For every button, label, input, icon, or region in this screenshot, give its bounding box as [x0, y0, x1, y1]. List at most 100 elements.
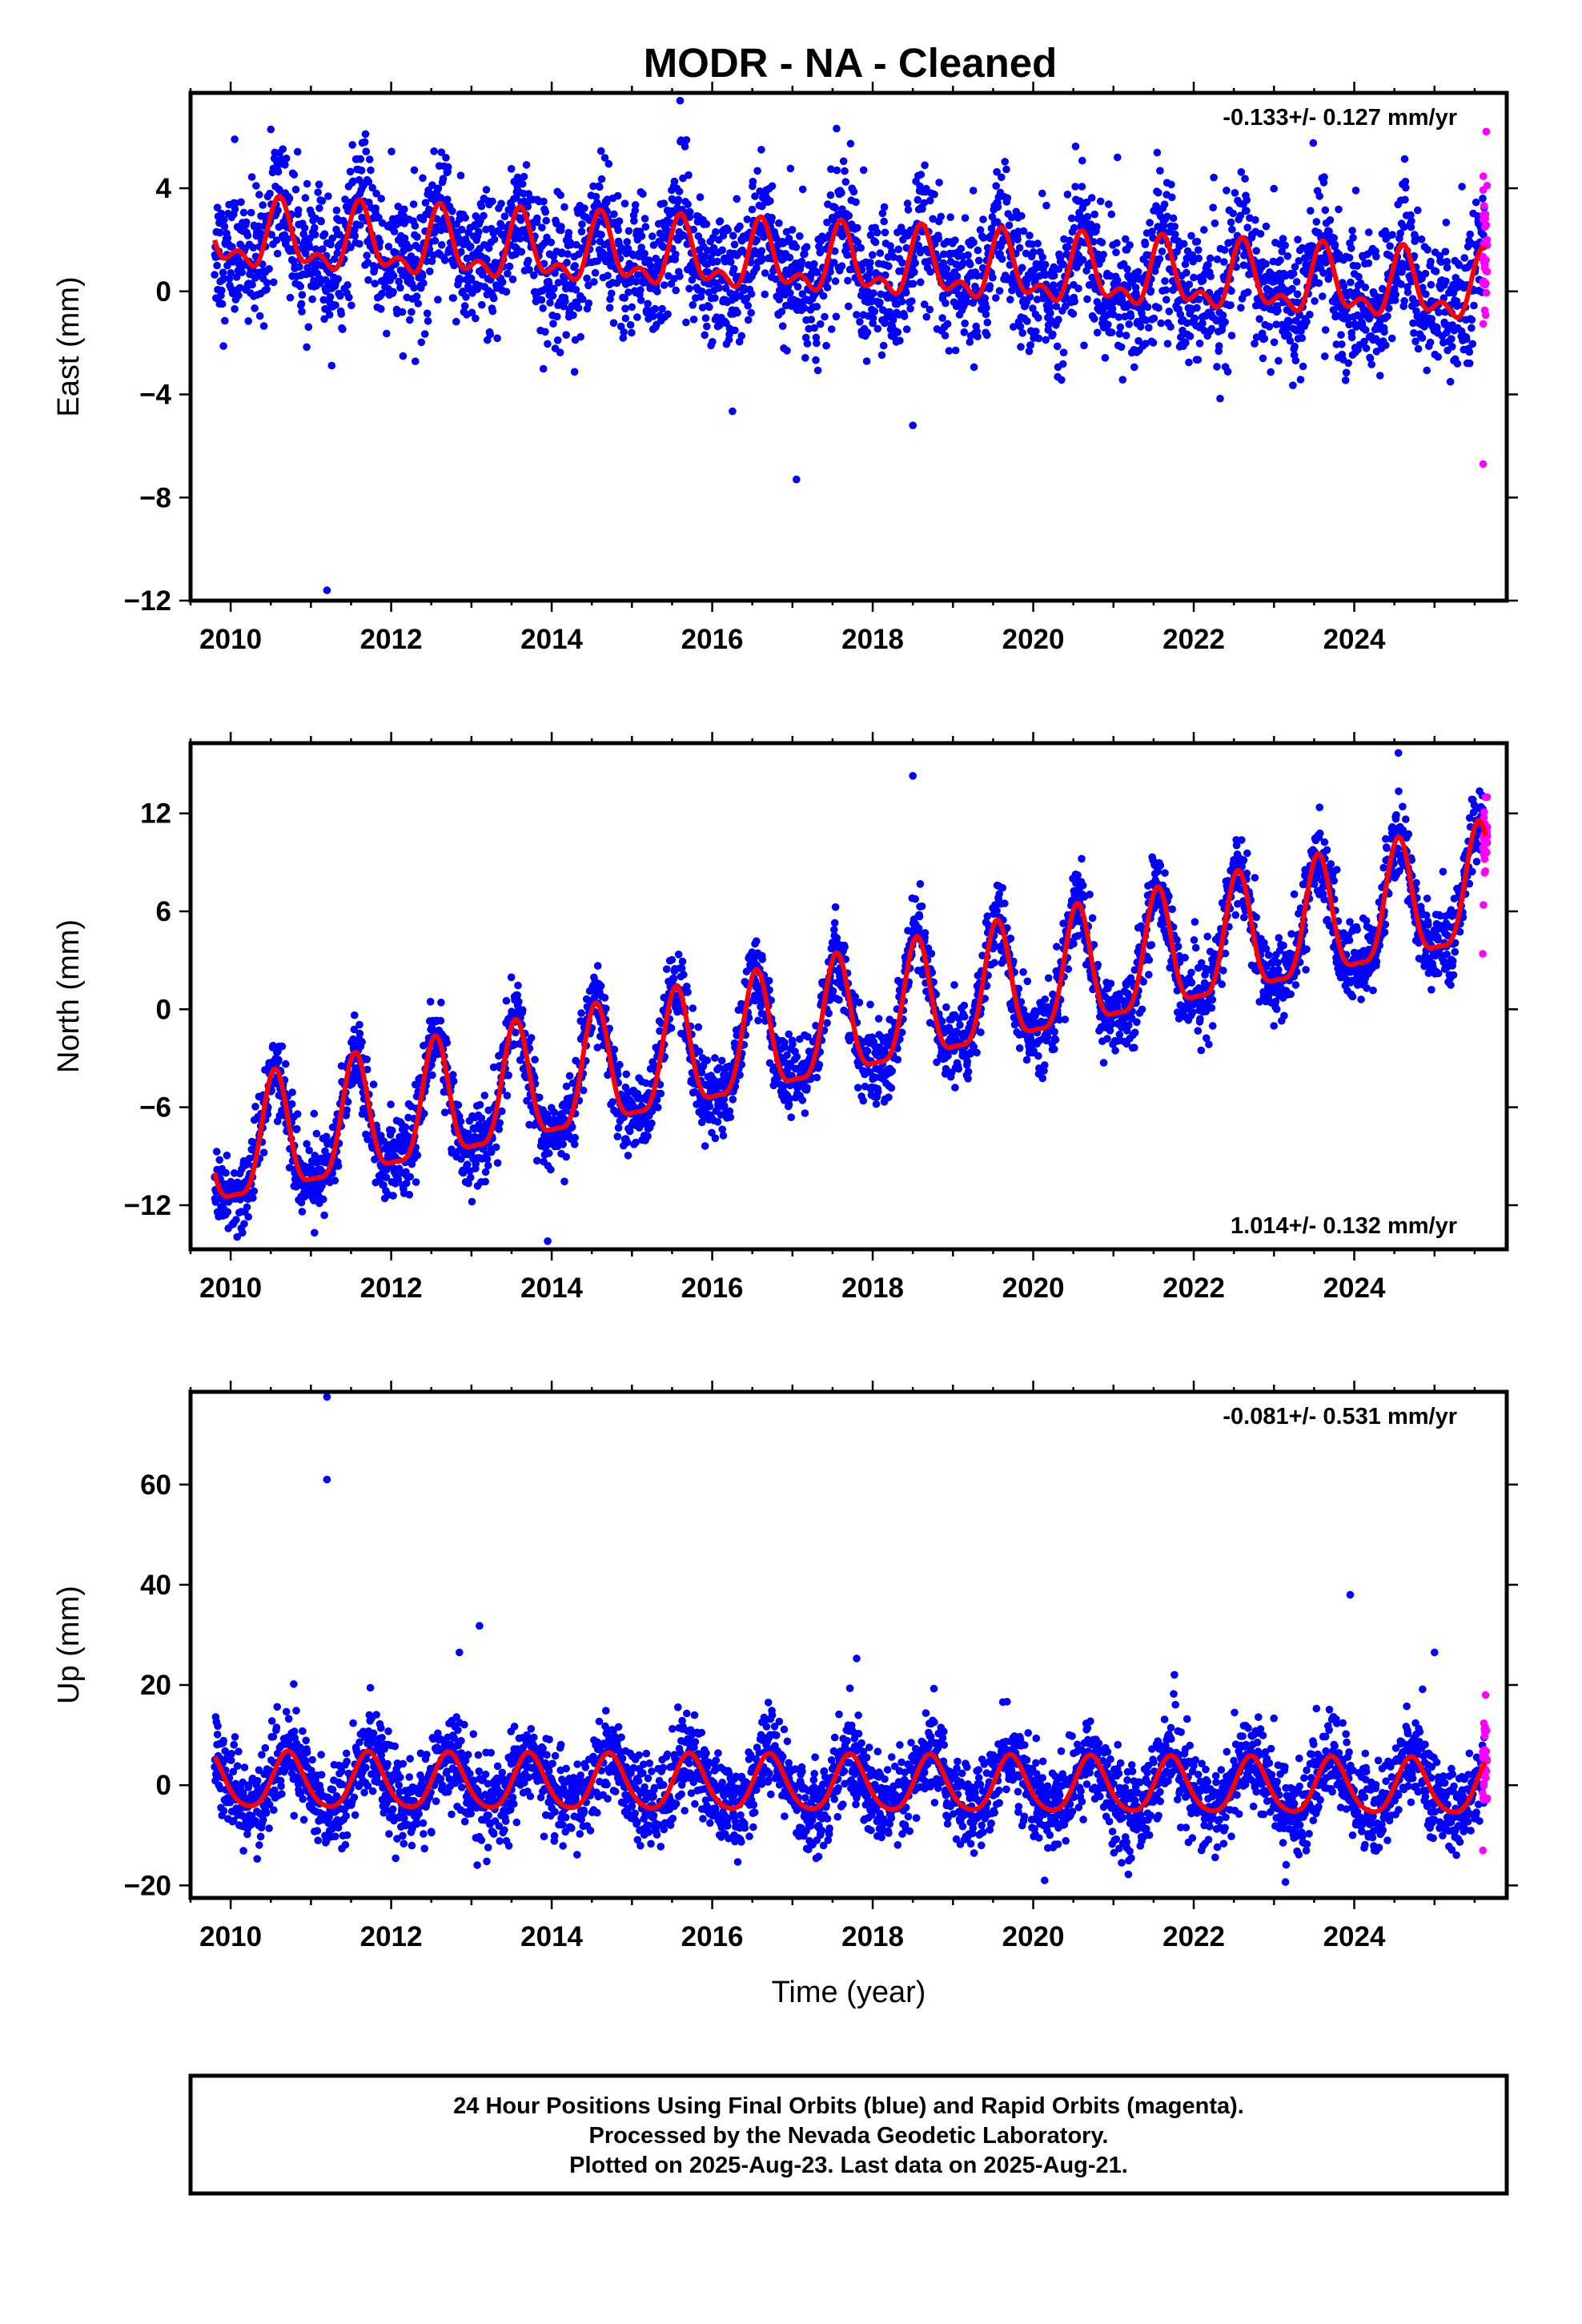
final-point	[1295, 257, 1303, 265]
final-point	[853, 238, 861, 247]
final-point	[319, 1195, 327, 1204]
final-point	[308, 295, 316, 304]
final-point	[320, 1211, 328, 1220]
final-point	[807, 316, 816, 324]
final-point	[274, 167, 283, 176]
final-point	[751, 192, 759, 200]
final-point	[900, 312, 909, 320]
final-point	[1154, 304, 1162, 312]
final-point	[926, 305, 934, 314]
final-point	[542, 216, 550, 225]
final-point	[1289, 269, 1298, 278]
final-point	[717, 276, 726, 285]
final-point	[1090, 210, 1098, 219]
final-point	[364, 178, 373, 186]
final-point	[1207, 272, 1215, 280]
final-point	[729, 407, 737, 416]
final-point	[363, 251, 371, 259]
final-point	[865, 269, 874, 277]
final-point	[225, 275, 234, 283]
final-point	[681, 143, 689, 151]
final-point	[641, 223, 650, 231]
final-point	[1422, 290, 1430, 299]
final-point	[237, 198, 245, 207]
rapid-point	[1479, 460, 1488, 468]
final-point	[449, 1077, 458, 1085]
rapid-point	[1479, 278, 1487, 286]
final-point	[1418, 334, 1427, 342]
final-point	[633, 313, 641, 321]
final-point	[242, 218, 251, 227]
final-point	[810, 324, 818, 332]
final-point	[1270, 184, 1278, 193]
final-point	[1349, 234, 1357, 242]
final-point	[1229, 209, 1237, 218]
final-point	[766, 197, 774, 205]
final-point	[490, 235, 499, 243]
final-point	[596, 183, 604, 191]
final-point	[571, 262, 579, 270]
final-point	[547, 1165, 555, 1174]
final-point	[982, 310, 990, 319]
final-point	[620, 294, 628, 302]
final-point	[223, 1152, 231, 1160]
final-point	[1236, 211, 1245, 220]
final-point	[223, 1208, 232, 1216]
final-point	[703, 1056, 712, 1064]
final-point	[1295, 311, 1303, 320]
final-point	[414, 300, 423, 308]
final-point	[786, 289, 794, 297]
final-point	[318, 197, 327, 205]
final-point	[492, 1143, 500, 1152]
final-point	[298, 291, 307, 300]
final-point	[1326, 216, 1335, 224]
final-point	[1410, 329, 1418, 337]
final-point	[462, 293, 470, 301]
final-point	[544, 340, 552, 348]
final-point	[870, 307, 879, 316]
final-point	[478, 300, 486, 309]
final-point	[1386, 242, 1394, 251]
final-point	[701, 331, 709, 340]
final-point	[266, 189, 274, 198]
final-point	[992, 182, 1000, 190]
final-point	[636, 286, 644, 294]
final-point	[1331, 240, 1339, 249]
final-point	[1367, 360, 1375, 368]
final-point	[389, 287, 397, 296]
final-point	[312, 1129, 321, 1138]
final-point	[1185, 280, 1194, 289]
final-point	[1260, 335, 1269, 343]
final-point	[578, 220, 586, 228]
final-point	[1353, 262, 1361, 270]
final-point	[616, 1060, 624, 1069]
final-point	[1115, 330, 1124, 338]
final-point	[324, 192, 332, 200]
final-point	[621, 304, 629, 313]
final-point	[1001, 158, 1009, 166]
final-point	[902, 325, 911, 334]
final-point	[1267, 368, 1275, 376]
final-point	[378, 289, 386, 298]
final-point	[610, 210, 618, 219]
final-point	[945, 347, 954, 355]
final-point	[1382, 341, 1390, 349]
outlier-point	[676, 96, 685, 105]
final-point	[1227, 218, 1235, 227]
final-point	[1361, 283, 1370, 292]
final-point	[1023, 317, 1031, 325]
final-point	[375, 238, 384, 246]
final-point	[411, 222, 420, 230]
final-point	[593, 257, 602, 265]
final-point	[970, 363, 978, 372]
final-point	[1041, 260, 1050, 269]
final-point	[871, 238, 880, 247]
final-point	[637, 232, 646, 240]
final-point	[303, 343, 311, 352]
final-point	[351, 1011, 359, 1019]
final-point	[502, 996, 511, 1005]
final-point	[620, 199, 629, 207]
final-point	[409, 200, 418, 208]
final-point	[297, 300, 306, 308]
final-point	[565, 1072, 574, 1080]
